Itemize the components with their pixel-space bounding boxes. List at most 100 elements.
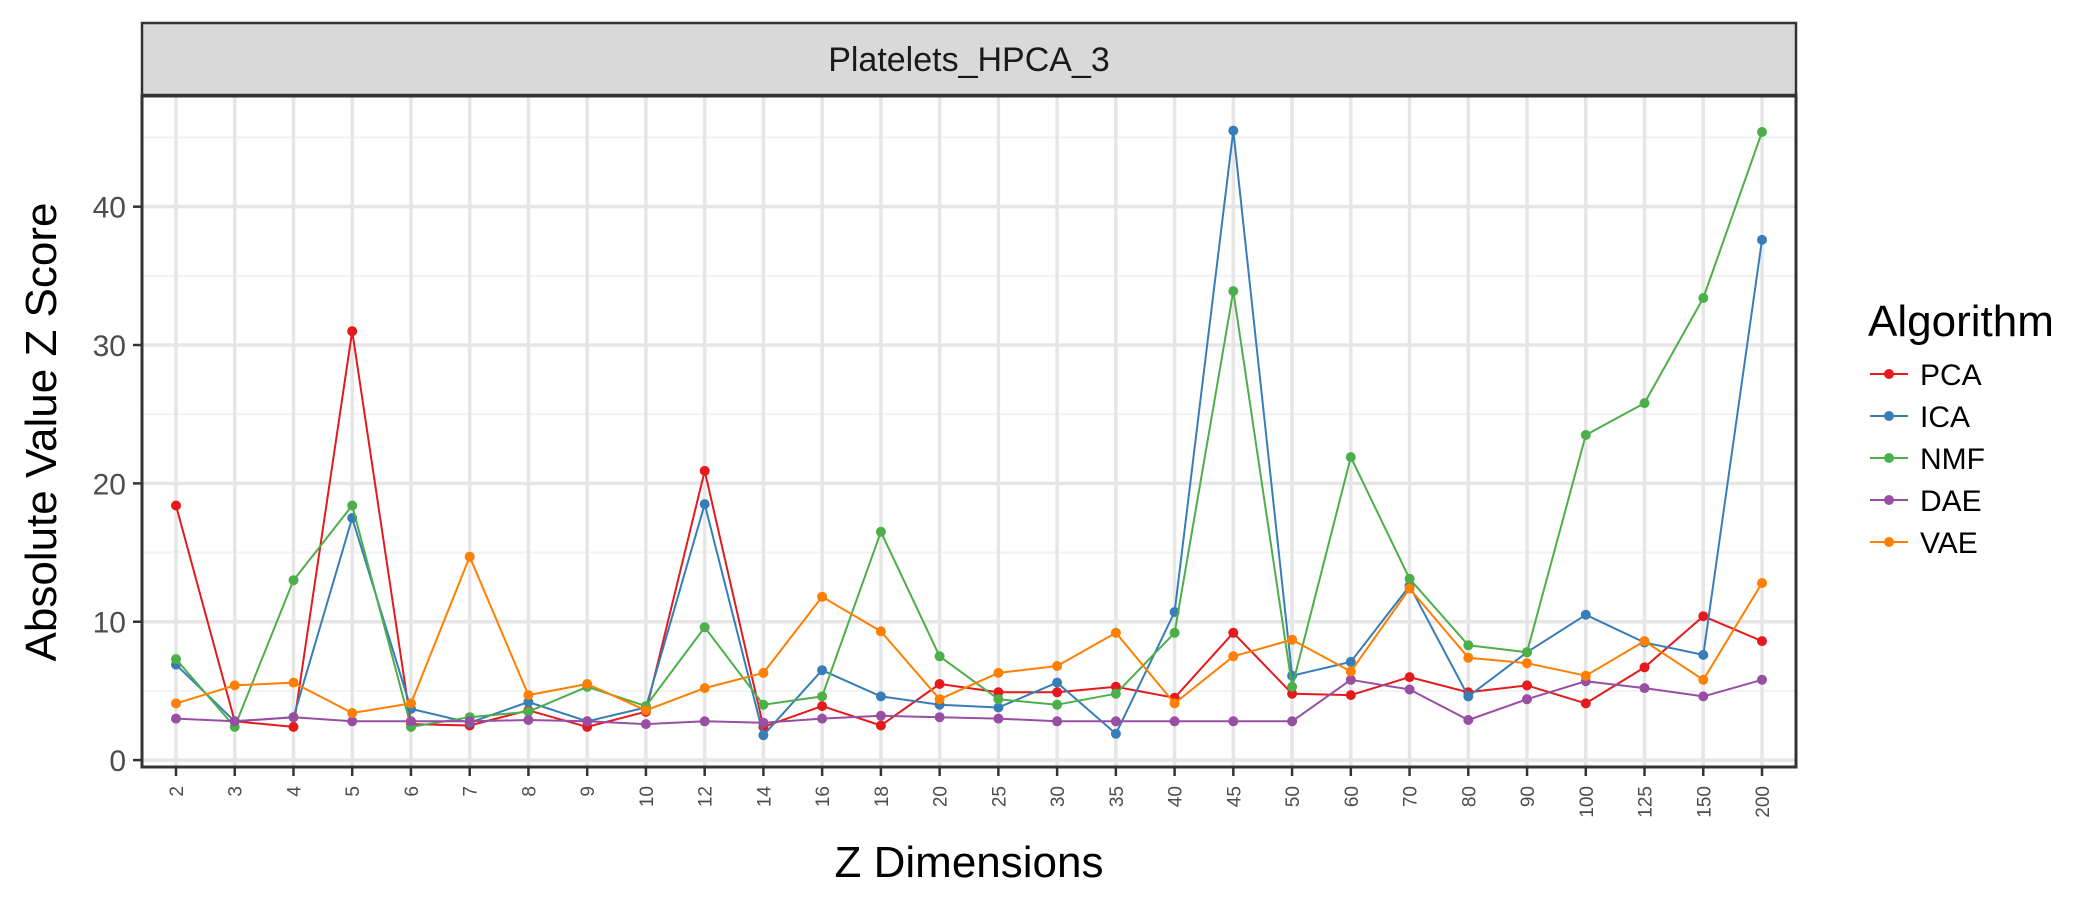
x-tick-label: 14: [754, 786, 775, 808]
legend-item-vae: VAE: [1870, 527, 1978, 560]
data-point-dae: [1169, 716, 1180, 727]
data-point-ica: [1052, 677, 1063, 688]
data-point-nmf: [817, 691, 828, 702]
data-point-dae: [171, 713, 181, 724]
data-point-ica: [1110, 728, 1121, 739]
data-point-vae: [1345, 666, 1356, 677]
data-point-ica: [1345, 656, 1356, 667]
data-point-nmf: [1404, 573, 1415, 584]
data-point-nmf: [1228, 286, 1239, 297]
x-tick-label: 9: [578, 786, 599, 797]
x-tick-label: 60: [1342, 786, 1363, 807]
data-point-pca: [1345, 690, 1356, 701]
data-point-ica: [758, 730, 769, 741]
data-point-pca: [1698, 611, 1709, 622]
y-axis: 0 10 20 30 40: [93, 192, 142, 778]
data-point-dae: [875, 710, 886, 721]
data-point-nmf: [1698, 293, 1709, 303]
data-point-vae: [1639, 636, 1650, 647]
legend-label-dae: DAE: [1920, 485, 1982, 518]
data-point-vae: [699, 683, 710, 694]
data-point-dae: [1052, 716, 1063, 727]
x-tick-label: 70: [1401, 786, 1422, 807]
data-point-nmf: [1522, 647, 1532, 658]
data-point-vae: [1522, 658, 1532, 669]
data-point-vae: [1052, 661, 1063, 671]
data-point-vae: [1169, 698, 1180, 709]
data-point-vae: [640, 705, 651, 716]
x-tick-label: 100: [1577, 786, 1598, 818]
data-point-nmf: [523, 706, 534, 717]
data-point-nmf: [1580, 430, 1591, 440]
data-point-nmf: [758, 699, 769, 710]
plot-panel: [142, 96, 1796, 767]
y-tick-label: 40: [93, 192, 126, 225]
x-tick-label: 3: [226, 786, 247, 797]
data-point-nmf: [1757, 127, 1767, 137]
data-point-vae: [1404, 583, 1415, 594]
data-point-ica: [1757, 234, 1767, 245]
x-tick-label: 6: [402, 786, 423, 797]
data-point-nmf: [1169, 627, 1180, 638]
data-point-dae: [582, 716, 593, 727]
data-point-pca: [993, 687, 1004, 698]
series-line-vae: [175, 555, 1763, 714]
y-tick-label: 0: [109, 745, 126, 778]
series-line-dae: [175, 678, 1763, 726]
data-point-ica: [1463, 691, 1474, 702]
data-point-dae: [1757, 674, 1767, 685]
x-tick-label: 8: [519, 786, 540, 797]
x-tick-label: 50: [1283, 786, 1304, 807]
facet-strip: Platelets_HPCA_3: [140, 21, 1798, 97]
x-tick-label: 40: [1166, 786, 1187, 807]
x-axis: 2 3 4 5 6 7 8 9 10 12 14 16 18 20 25 30 35 40 45 50 60 70 80 90…: [167, 767, 1774, 818]
data-point-vae: [1580, 670, 1591, 681]
data-point-nmf: [288, 575, 299, 586]
series-dae: [171, 674, 1767, 730]
legend-key-point: [1884, 453, 1894, 463]
data-point-nmf: [1639, 398, 1650, 409]
data-point-dae: [288, 712, 299, 723]
legend-key-point: [1884, 411, 1894, 421]
x-tick-label: 5: [343, 786, 364, 797]
data-point-dae: [1463, 715, 1474, 725]
data-point-nmf: [1463, 640, 1474, 651]
data-point-ica: [523, 697, 534, 707]
data-point-ica: [875, 691, 886, 702]
y-tick-label: 10: [93, 607, 126, 640]
x-tick-label: 4: [284, 786, 305, 797]
data-point-vae: [1287, 634, 1298, 645]
x-tick-label: 35: [1107, 786, 1128, 807]
x-tick-label: 200: [1753, 786, 1774, 818]
data-point-dae: [758, 717, 769, 728]
data-point-vae: [406, 698, 416, 709]
data-point-dae: [1287, 716, 1298, 727]
data-point-vae: [1757, 578, 1767, 588]
data-point-pca: [934, 679, 945, 689]
legend-item-pca: PCA: [1870, 359, 1982, 392]
series-line-pca: [175, 330, 1763, 728]
data-point-pca: [1522, 680, 1532, 691]
legend: Algorithm PCA ICA NMF DAE VAE: [1868, 297, 2054, 560]
data-point-pca: [1639, 662, 1650, 673]
data-point-ica: [1580, 609, 1591, 620]
data-point-vae: [347, 708, 358, 718]
facet-strip-background: [140, 21, 1798, 97]
data-point-vae: [875, 626, 886, 637]
legend-key-point: [1884, 537, 1894, 547]
x-tick-label: 18: [872, 786, 893, 807]
data-point-dae: [1639, 683, 1650, 694]
data-point-ica: [699, 499, 710, 510]
data-point-vae: [1463, 652, 1474, 663]
x-tick-label: 10: [637, 786, 658, 807]
data-point-vae: [582, 679, 593, 689]
y-tick-label: 30: [93, 330, 126, 363]
data-point-dae: [1698, 691, 1709, 702]
data-point-vae: [1110, 627, 1121, 638]
data-point-dae: [699, 716, 710, 727]
data-point-pca: [875, 720, 886, 731]
data-point-dae: [523, 715, 534, 725]
legend-label-vae: VAE: [1920, 527, 1978, 560]
y-axis-title: Absolute Value Z Score: [17, 203, 66, 662]
x-tick-label: 20: [931, 786, 952, 807]
